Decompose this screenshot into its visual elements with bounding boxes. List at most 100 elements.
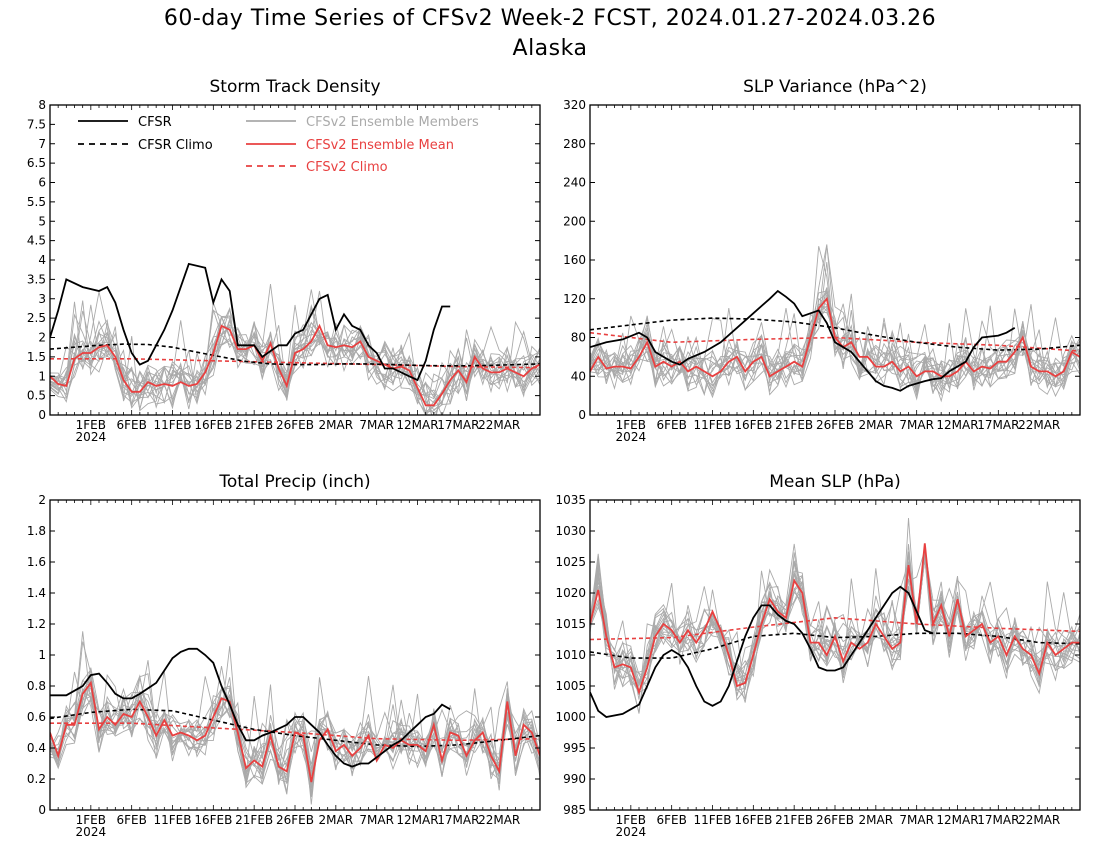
x-tick-label: 12MAR [936, 418, 978, 432]
y-tick-label: 1010 [555, 648, 586, 662]
x-tick-label: 21FEB [235, 418, 273, 432]
x-tick-label: 17MAR [437, 418, 479, 432]
x-tick-label: 12MAR [396, 418, 438, 432]
ensemble-member-line [50, 646, 540, 777]
y-tick-label: 40 [571, 369, 586, 383]
y-tick-label: 3.5 [27, 272, 46, 286]
panel-title: Mean SLP (hPa) [769, 472, 901, 492]
ensemble-member-line [590, 558, 1080, 703]
cfsv2-ensemble-mean-line [50, 680, 540, 783]
y-tick-label: 0.6 [27, 710, 46, 724]
x-year-label: 2024 [616, 430, 647, 444]
panel-3: Total Precip (inch) 0 0.2 0.4 0.6 0.8 1 1.2 1.4 1… [27, 472, 541, 839]
x-tick-label: 26FEB [816, 418, 854, 432]
ensemble-member-line [50, 325, 540, 410]
y-tick-label: 1035 [555, 493, 586, 507]
y-tick-label: 1030 [555, 524, 586, 538]
x-year-label: 2024 [76, 825, 107, 839]
y-tick-label: 0.4 [27, 741, 46, 755]
x-tick-label: 26FEB [276, 813, 314, 827]
x-tick-label: 26FEB [276, 418, 314, 432]
x-tick-label: 7MAR [359, 418, 394, 432]
x-tick-label: 22MAR [478, 813, 520, 827]
x-tick-label: 11FEB [154, 813, 192, 827]
panel-2: SLP Variance (hPa^2) 0 40 80 120 160 200 240 280… [563, 77, 1081, 444]
legend-label: CFSR Climo [138, 138, 213, 153]
x-tick-label: 11FEB [694, 418, 732, 432]
cfsr-climo-line [50, 343, 540, 367]
x-tick-label: 11FEB [154, 418, 192, 432]
y-tick-label: 0.8 [27, 679, 46, 693]
cfsv2-ensemble-mean-line [590, 296, 1080, 378]
cfsv2-climo-line [590, 616, 1080, 641]
x-tick-label: 21FEB [775, 418, 813, 432]
y-tick-label: 1.8 [27, 524, 46, 538]
x-tick-label: 1FEB [76, 418, 106, 432]
legend-label: CFSv2 Ensemble Members [306, 115, 479, 130]
y-tick-label: 320 [563, 98, 586, 112]
y-tick-label: 6.5 [27, 156, 46, 170]
x-tick-label: 2MAR [859, 418, 894, 432]
cfsr-line [50, 262, 451, 382]
y-tick-label: 160 [563, 253, 586, 267]
x-tick-label: 2MAR [859, 813, 894, 827]
plot-frame [49, 499, 541, 811]
y-tick-label: 240 [563, 176, 586, 190]
y-tick-label: 6 [38, 176, 46, 190]
y-tick-label: 7.5 [27, 117, 46, 131]
x-tick-label: 7MAR [359, 813, 394, 827]
ensemble-member-line [590, 292, 1080, 395]
figure-title-line2: Alaska [512, 36, 588, 61]
y-tick-label: 1015 [555, 617, 586, 631]
y-tick-label: 990 [563, 772, 586, 786]
ensemble-member-line [590, 549, 1080, 713]
x-tick-label: 16FEB [194, 813, 232, 827]
plot-area [590, 517, 1080, 718]
legend-label: CFSR [138, 115, 172, 130]
ensemble-member-line [50, 325, 540, 415]
panel-1: Storm Track Density 0 0.5 1 1.5 2 2.5 3 3.5 4 4.5 5… [27, 77, 541, 444]
plot-area [50, 631, 540, 805]
y-tick-label: 80 [571, 331, 586, 345]
ensemble-member-line [590, 293, 1080, 403]
x-tick-label: 2MAR [319, 813, 354, 827]
x-tick-label: 12MAR [396, 813, 438, 827]
x-tick-label: 7MAR [899, 418, 934, 432]
y-tick-label: 0 [578, 408, 586, 422]
y-tick-label: 5 [38, 214, 46, 228]
cfsv2-climo-line [50, 357, 540, 369]
panel-4: Mean SLP (hPa) 985 990 995 1000 1005 1010 1015 1… [555, 472, 1081, 839]
x-tick-label: 12MAR [936, 813, 978, 827]
x-tick-label: 17MAR [437, 813, 479, 827]
x-tick-label: 6FEB [656, 813, 686, 827]
x-tick-label: 16FEB [734, 813, 772, 827]
x-tick-label: 17MAR [977, 418, 1019, 432]
cfsr-climo-line [590, 317, 1080, 351]
y-tick-label: 1 [38, 648, 46, 662]
y-tick-label: 120 [563, 292, 586, 306]
x-tick-label: 6FEB [116, 813, 146, 827]
y-tick-label: 0.2 [27, 772, 46, 786]
x-tick-label: 16FEB [194, 418, 232, 432]
y-tick-label: 1.6 [27, 555, 46, 569]
cfsv2-ensemble-mean-line [590, 543, 1080, 696]
ensemble-member-line [590, 292, 1080, 394]
x-tick-label: 1FEB [616, 418, 646, 432]
y-tick-label: 1020 [555, 586, 586, 600]
y-tick-label: 0 [38, 803, 46, 817]
legend-label: CFSv2 Ensemble Mean [306, 138, 454, 153]
y-tick-label: 1 [38, 369, 46, 383]
x-tick-label: 2MAR [319, 418, 354, 432]
ensemble-member-line [50, 668, 540, 784]
ensemble-member-line [590, 246, 1080, 388]
y-tick-label: 0.5 [27, 389, 46, 403]
x-tick-label: 17MAR [977, 813, 1019, 827]
x-tick-label: 11FEB [694, 813, 732, 827]
cfsv2-ensemble-mean-line [50, 323, 540, 407]
y-tick-label: 1005 [555, 679, 586, 693]
x-tick-label: 26FEB [816, 813, 854, 827]
y-tick-label: 0 [38, 408, 46, 422]
legend-label: CFSv2 Climo [306, 160, 388, 175]
x-tick-label: 7MAR [899, 813, 934, 827]
